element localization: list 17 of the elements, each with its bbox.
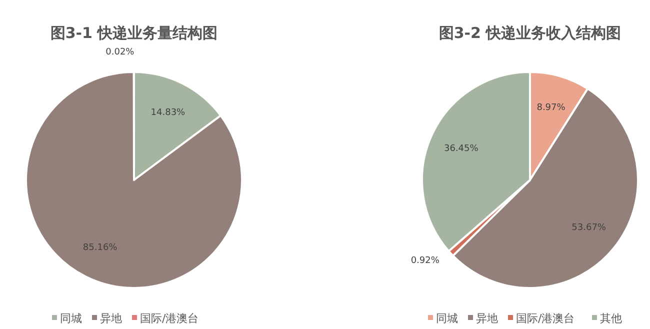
- legend-label: 国际/港澳台: [140, 312, 199, 326]
- chart-title: 图3-2 快递业务收入结构图: [438, 24, 622, 42]
- data-label: 53.67%: [572, 222, 606, 233]
- legend-label: 国际/港澳台: [516, 312, 575, 326]
- legend-label: 异地: [100, 312, 122, 326]
- legend-label: 异地: [476, 312, 498, 326]
- legend-label: 同城: [436, 312, 458, 326]
- data-label: 0.02%: [106, 47, 135, 58]
- legend-label: 同城: [60, 312, 82, 326]
- pie-slice: [25, 71, 243, 289]
- data-label: 14.83%: [150, 108, 186, 118]
- data-label: 8.97%: [536, 102, 566, 113]
- data-label: 36.45%: [444, 144, 479, 154]
- data-label: 85.16%: [82, 243, 118, 254]
- data-label: 0.92%: [410, 256, 440, 266]
- legend-label: 其他: [600, 312, 622, 326]
- chart-title: 图3-1 快递业务量结构图: [50, 24, 218, 42]
